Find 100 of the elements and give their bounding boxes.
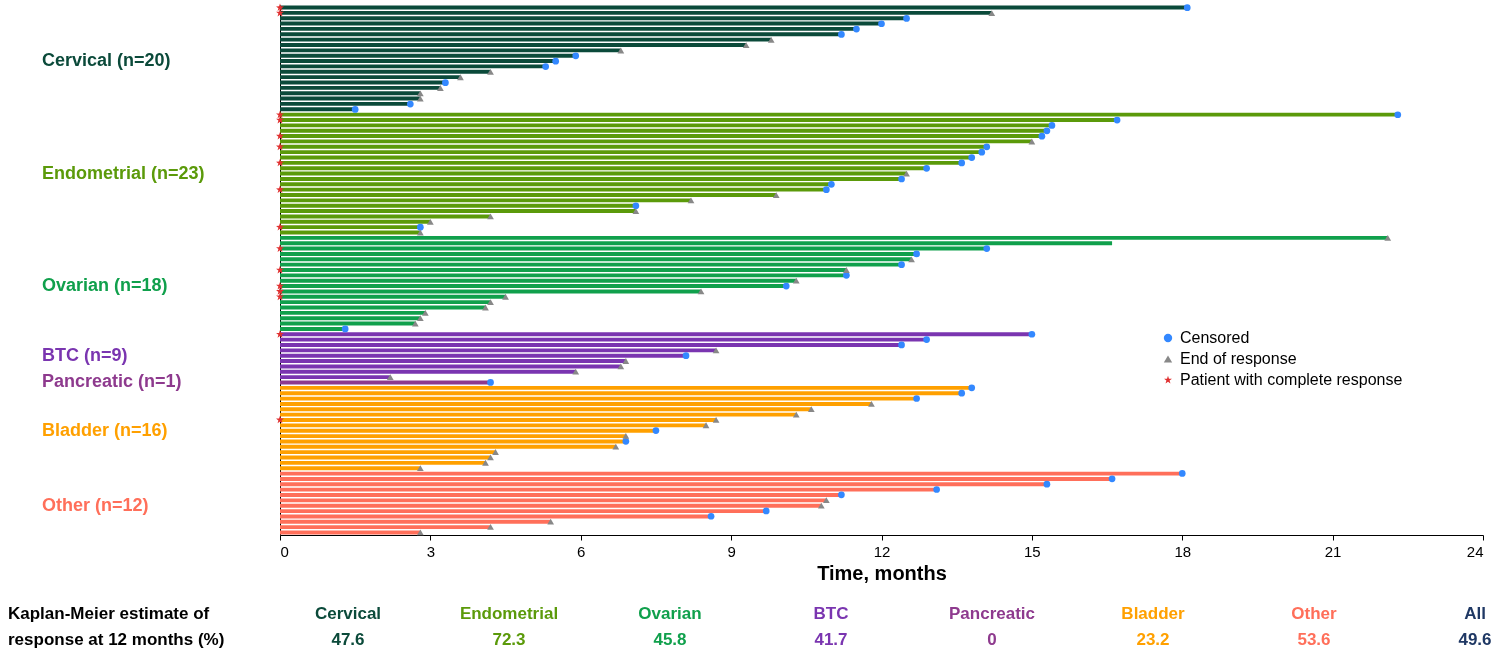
text: Kaplan-Meier estimate of response at 12 months (%) [8,604,225,649]
point [843,267,850,273]
point [632,202,640,210]
point [437,85,444,91]
point [632,208,640,215]
point [572,52,580,60]
point [712,416,720,423]
point [1048,122,1056,129]
text: BTC (n=9) [42,344,128,365]
point [276,110,284,119]
point [687,197,695,204]
point [422,309,429,316]
point [843,272,850,279]
point [968,154,976,161]
point [903,170,910,177]
point [417,95,424,102]
point [913,395,920,402]
point [542,63,550,70]
point [823,186,830,194]
point [487,69,494,75]
point [853,25,860,33]
point [923,336,930,343]
point [276,131,284,140]
point [958,389,966,397]
point [276,185,284,194]
point [417,90,424,97]
point [417,315,424,322]
point [1394,111,1402,119]
point [742,42,750,49]
x-tick-label: 21 [1324,542,1342,560]
x-tick-label: 18 [1174,542,1192,560]
point [487,379,494,386]
point [913,250,920,258]
point [712,347,720,354]
text: 72.3 [492,630,526,649]
point [707,512,715,520]
point [868,400,875,407]
point [276,3,284,12]
x-axis-title: Time, months [817,561,947,584]
text: 23.2 [1136,630,1170,649]
text: 49.6 [1458,630,1492,649]
point [341,325,349,333]
point [547,518,555,525]
point [492,449,499,455]
point [702,422,710,429]
text: Cervical (n=20) [42,50,171,71]
x-tick-label: 15 [1024,542,1041,560]
text: Bladder (n=16) [42,419,168,440]
point [276,281,284,290]
point [427,218,434,225]
point [772,192,780,198]
point [351,106,359,113]
x-tick-label: 6 [577,542,586,560]
point [276,330,284,338]
text: Other (n=12) [42,494,149,515]
point [767,36,775,43]
point [276,265,284,274]
point [908,256,915,263]
point [406,100,414,108]
point [1183,4,1191,12]
point [823,497,830,504]
point [487,454,494,461]
point [697,288,705,295]
legend-label: Censored [1180,329,1250,346]
text: Pancreatic (n=1) [42,371,182,392]
point [958,159,966,167]
point [622,433,630,439]
point [417,223,424,231]
point [487,299,494,306]
point [502,293,509,300]
point [612,443,620,450]
point [572,368,580,375]
point [1108,475,1116,483]
point [386,374,394,380]
point [276,415,284,424]
point [762,507,770,515]
point [898,175,905,183]
point [807,406,815,413]
point [1113,116,1121,124]
point [417,529,424,536]
point [276,142,284,151]
point [276,8,284,17]
point [828,181,835,188]
point [417,465,424,471]
point [1178,470,1186,477]
point [276,115,284,124]
point [838,31,845,38]
text: Endometrial [459,604,559,623]
point [933,486,940,493]
text: Cervical [314,604,382,623]
point [983,143,991,151]
point [276,292,284,301]
text: BTC [813,604,849,623]
point [457,74,464,81]
point [1384,234,1392,241]
point [983,245,991,252]
x-tick-label: 3 [426,542,436,560]
point [838,491,845,499]
x-tick-label: 0 [280,542,289,560]
point [276,222,284,231]
